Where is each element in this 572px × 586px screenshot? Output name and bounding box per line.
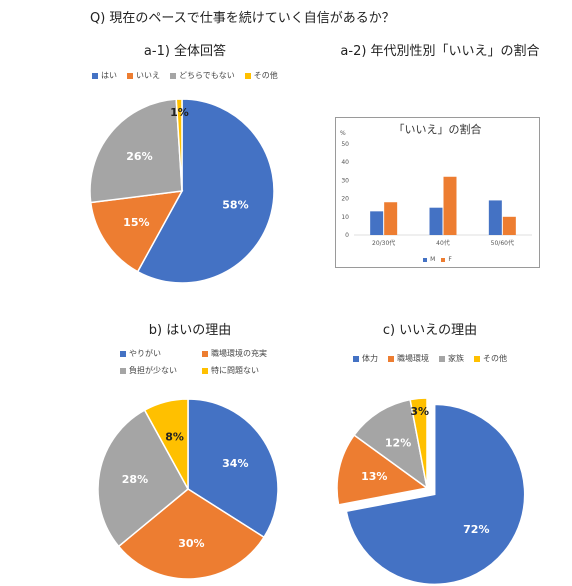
- chart-a1-legend: はい いいえ どちらでもない その他: [92, 70, 278, 81]
- chart-a2-bars: 0 10 20 30 40 50 20/30代 40代 50/60代: [341, 141, 532, 247]
- pie-data-label: 30%: [178, 537, 204, 550]
- legend-label: 家族: [448, 354, 464, 363]
- legend-swatch: [441, 257, 446, 262]
- pie-slice: [89, 98, 183, 204]
- y-tick-label: 0: [345, 232, 349, 239]
- legend-label: 特に問題ない: [211, 366, 259, 375]
- chart-a2-unit: %: [340, 130, 346, 137]
- pie-slice: [117, 488, 266, 580]
- legend-item: いいえ: [127, 70, 160, 81]
- chart-a2-title: a-2) 年代別性別「いいえ」の割合: [340, 44, 540, 59]
- legend-label: どちらでもない: [179, 71, 235, 80]
- chart-b-pie: 34% 30% 28% 8%: [97, 398, 279, 580]
- legend-swatch: [202, 367, 208, 374]
- legend-swatch: [170, 72, 176, 79]
- y-tick-label: 10: [341, 214, 349, 221]
- legend-label: その他: [483, 354, 507, 363]
- pie-slice: [143, 398, 189, 490]
- legend-swatch: [244, 72, 251, 79]
- chart-a2-frame: 「いいえ」の割合 % M F: [335, 117, 540, 268]
- legend-label: その他: [253, 71, 278, 80]
- pie-data-label: 12%: [385, 436, 411, 449]
- legend-label: M: [430, 256, 436, 263]
- legend-item: どちらでもない: [170, 70, 235, 81]
- chart-c-pie: 72% 13% 12% 3%: [336, 397, 526, 586]
- pie-data-label: 28%: [122, 473, 148, 486]
- pie-slice: [136, 98, 275, 284]
- legend-item: 体力: [353, 353, 378, 364]
- legend-label: やりがい: [129, 349, 161, 358]
- legend-swatch: [120, 350, 126, 357]
- pie-slice: [97, 409, 189, 548]
- x-tick-label: 50/60代: [491, 239, 514, 247]
- chart-a1-pie: 58% 15% 26% 1%: [89, 98, 275, 284]
- pie-data-label: 15%: [123, 216, 149, 229]
- legend-swatch: [202, 350, 208, 357]
- legend-swatch: [120, 367, 126, 374]
- bar: [502, 216, 516, 235]
- legend-swatch: [423, 257, 428, 262]
- legend-item: F: [441, 256, 452, 263]
- legend-item: 職場環境の充実: [202, 348, 267, 359]
- legend-label: いいえ: [136, 71, 160, 80]
- pie-data-label: 3%: [410, 405, 429, 418]
- x-tick-label: 40代: [436, 239, 450, 247]
- legend-swatch: [388, 355, 394, 362]
- chart-a2-legend: M F: [336, 256, 539, 263]
- chart-a1-title: a-1) 全体回答: [143, 44, 227, 59]
- legend-swatch: [127, 72, 133, 79]
- chart-b-legend: やりがい 職場環境の充実 負担が少ない 特に問題ない: [120, 348, 267, 376]
- pie-slice: [336, 434, 429, 506]
- pie-slice: [89, 190, 184, 273]
- pie-data-label: 34%: [222, 457, 248, 470]
- legend-item: M: [423, 256, 435, 263]
- y-tick-label: 50: [341, 141, 349, 148]
- pie-data-label: 58%: [222, 199, 248, 212]
- chart-c-title: c) いいえの理由: [382, 323, 478, 338]
- legend-label: 職場環境の充実: [211, 349, 267, 358]
- chart-c-legend: 体力 職場環境 家族 その他: [353, 353, 507, 364]
- legend-label: 負担が少ない: [129, 366, 177, 375]
- legend-item: 職場環境: [388, 353, 429, 364]
- legend-item: 特に問題ない: [202, 365, 259, 376]
- pie-data-label: 72%: [463, 523, 489, 536]
- chart-a2-inner-title: 「いいえ」の割合: [393, 123, 482, 136]
- legend-swatch: [474, 355, 480, 362]
- legend-label: 職場環境: [397, 354, 429, 363]
- pie-slice: [353, 398, 429, 490]
- legend-swatch: [92, 72, 98, 79]
- legend-item: はい: [92, 70, 117, 81]
- bar: [384, 202, 398, 235]
- x-tick-label: 20/30代: [372, 239, 395, 247]
- legend-label: はい: [101, 71, 117, 80]
- y-tick-label: 30: [341, 177, 349, 184]
- bar: [429, 207, 443, 235]
- y-tick-label: 20: [341, 196, 349, 203]
- legend-item: その他: [474, 353, 507, 364]
- bar: [443, 176, 457, 235]
- legend-item: やりがい: [120, 348, 190, 359]
- pie-data-label: 13%: [361, 470, 387, 483]
- question-text: Q) 現在のペースで仕事を続けていく自信があるか？: [90, 11, 395, 26]
- pie-slice: [409, 397, 428, 489]
- legend-swatch: [439, 355, 445, 362]
- legend-item: その他: [244, 70, 278, 81]
- pie-data-label: 8%: [165, 431, 184, 444]
- legend-item: 負担が少ない: [120, 365, 190, 376]
- legend-swatch: [353, 355, 359, 362]
- legend-label: F: [448, 256, 452, 263]
- pie-data-label: 1%: [170, 106, 189, 119]
- bar: [370, 211, 384, 235]
- chart-b-title: b) はいの理由: [148, 323, 232, 338]
- legend-label: 体力: [362, 354, 378, 363]
- pie-slice: [175, 98, 183, 192]
- pie-data-label: 26%: [126, 150, 152, 163]
- bar: [488, 200, 502, 235]
- y-tick-label: 40: [341, 159, 349, 166]
- legend-item: 家族: [439, 353, 464, 364]
- pie-slice: [345, 403, 526, 586]
